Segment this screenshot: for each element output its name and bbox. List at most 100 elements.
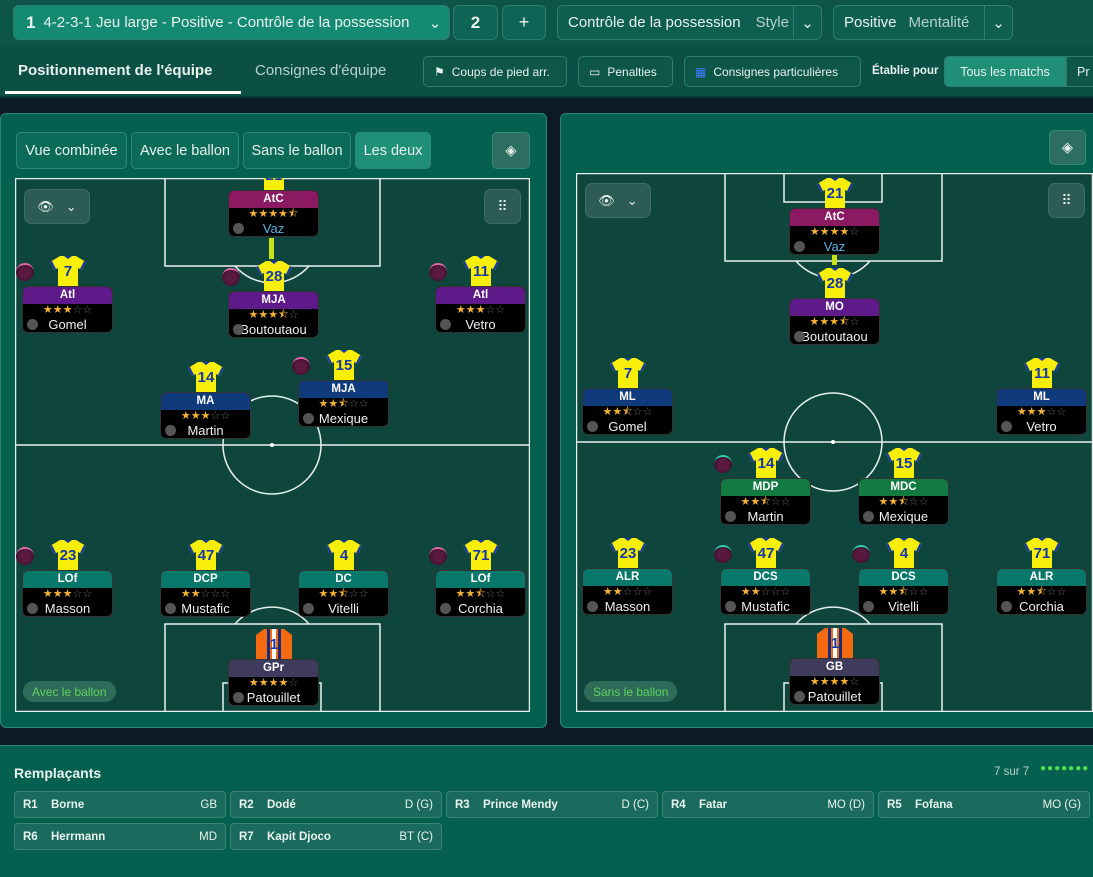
shirt-number: 11 <box>473 263 489 280</box>
player-avatar-icon <box>233 223 244 234</box>
substitute-item[interactable]: R2 Dodé D (G) <box>230 791 442 818</box>
instruction-ball-icon[interactable] <box>16 547 34 565</box>
view-both-button[interactable]: Les deux <box>355 132 431 169</box>
player-mexique[interactable]: 15 MJA ★★⯪☆☆ Mexique <box>292 348 389 427</box>
player-martin[interactable]: 14 MDP ★★⯪☆☆ Martin <box>714 446 811 525</box>
instruction-ball-icon[interactable] <box>16 263 34 281</box>
player-vetro[interactable]: 11 ML ★★★☆☆ Vetro <box>996 356 1087 435</box>
player-card[interactable]: DCS ★★⯪☆☆ Vitelli <box>858 568 949 615</box>
player-patouillet[interactable]: 1 GB ★★★★☆ Patouillet <box>789 626 880 705</box>
player-boutoutaou[interactable]: 28 MO ★★★⯪☆ Boutoutaou <box>789 266 880 345</box>
instruction-ball-icon[interactable] <box>292 357 310 375</box>
player-vaz[interactable]: 21 AtC ★★★★⯪ Vaz <box>228 178 319 237</box>
player-vetro[interactable]: 11 Atl ★★★☆☆ Vetro <box>429 254 526 333</box>
substitute-item[interactable]: R5 Fofana MO (G) <box>878 791 1090 818</box>
all-matches-toggle[interactable]: Tous les matchs <box>944 56 1066 87</box>
player-vitelli[interactable]: 4 DCS ★★⯪☆☆ Vitelli <box>852 536 949 615</box>
penalties-button[interactable]: ▭ Penalties <box>578 56 673 87</box>
player-gomel[interactable]: 7 ML ★★⯪☆☆ Gomel <box>582 356 673 435</box>
next-option-toggle[interactable]: Pr <box>1066 56 1093 87</box>
player-corchia[interactable]: 71 ALR ★★⯪☆☆ Corchia <box>996 536 1087 615</box>
player-card[interactable]: Atl ★★★☆☆ Gomel <box>22 286 113 333</box>
instruction-ball-icon[interactable] <box>714 455 732 473</box>
visibility-dropdown[interactable]: 👁 ⌄ <box>585 183 651 218</box>
player-card[interactable]: ALR ★★☆☆☆ Masson <box>582 568 673 615</box>
role-label: MJA <box>299 381 388 398</box>
player-mexique[interactable]: 15 MDC ★★⯪☆☆ Mexique <box>858 446 949 525</box>
swap-icon[interactable]: ◈ <box>1049 130 1086 165</box>
add-tactic-button[interactable]: + <box>502 5 546 40</box>
instruction-ball-icon[interactable] <box>429 263 447 281</box>
set-pieces-button[interactable]: ⚑ Coups de pied arr. <box>423 56 567 87</box>
shirt-icon: 14 <box>748 446 784 479</box>
substitute-item[interactable]: R4 Fatar MO (D) <box>662 791 874 818</box>
player-card[interactable]: MDP ★★⯪☆☆ Martin <box>720 478 811 525</box>
tactic-select-dropdown[interactable]: 1 4-2-3-1 Jeu large - Positive - Contrôl… <box>13 5 450 40</box>
sub-slot: R5 <box>887 798 902 811</box>
style-dropdown[interactable]: Contrôle de la possession Style ⌄ <box>557 5 822 40</box>
view-out-of-possession-button[interactable]: Sans le ballon <box>243 132 351 169</box>
visibility-dropdown[interactable]: 👁 ⌄ <box>24 189 90 224</box>
player-mustafic[interactable]: 47 DCP ★★☆☆☆ Mustafic <box>160 538 251 617</box>
player-boutoutaou[interactable]: 28 MJA ★★★⯪☆ Boutoutaou <box>222 259 319 338</box>
player-gomel[interactable]: 7 Atl ★★★☆☆ Gomel <box>16 254 113 333</box>
player-masson[interactable]: 23 LOf ★★★☆☆ Masson <box>16 538 113 617</box>
role-label: ML <box>997 389 1086 406</box>
player-card[interactable]: ML ★★★☆☆ Vetro <box>996 388 1087 435</box>
player-card[interactable]: ML ★★⯪☆☆ Gomel <box>582 388 673 435</box>
player-card[interactable]: AtC ★★★★☆ Vaz <box>789 208 880 255</box>
player-card[interactable]: ALR ★★⯪☆☆ Corchia <box>996 568 1087 615</box>
player-card[interactable]: Atl ★★★☆☆ Vetro <box>435 286 526 333</box>
substitute-item[interactable]: R1 Borne GB <box>14 791 226 818</box>
instruction-ball-icon[interactable] <box>714 545 732 563</box>
role-rating-stars: ★★☆☆☆ <box>602 586 653 598</box>
tactic-slot-2-button[interactable]: 2 <box>453 5 498 40</box>
player-martin[interactable]: 14 MA ★★★☆☆ Martin <box>160 360 251 439</box>
role-label: MA <box>161 393 250 410</box>
role-rating-stars: ★★★★⯪ <box>248 208 299 220</box>
role-rating-stars: ★★⯪☆☆ <box>878 496 929 508</box>
individual-instructions-button[interactable]: ▦ Consignes particulières <box>684 56 861 87</box>
shirt-number: 15 <box>335 357 353 374</box>
player-vitelli[interactable]: 4 DC ★★⯪☆☆ Vitelli <box>298 538 389 617</box>
player-corchia[interactable]: 71 LOf ★★⯪☆☆ Corchia <box>429 538 526 617</box>
tab-positioning[interactable]: Positionnement de l'équipe <box>18 62 213 79</box>
mentality-dropdown[interactable]: Positive Mentalité ⌄ <box>833 5 1013 40</box>
substitute-item[interactable]: R7 Kapit Djoco BT (C) <box>230 823 442 850</box>
player-card[interactable]: AtC ★★★★⯪ Vaz <box>228 190 319 237</box>
link-line <box>269 238 274 259</box>
player-card[interactable]: MJA ★★⯪☆☆ Mexique <box>298 380 389 427</box>
tab-team-instructions[interactable]: Consignes d'équipe <box>255 62 387 79</box>
player-card[interactable]: DC ★★⯪☆☆ Vitelli <box>298 570 389 617</box>
player-card[interactable]: LOf ★★⯪☆☆ Corchia <box>435 570 526 617</box>
player-avatar-icon <box>303 413 314 424</box>
player-name: Vetro <box>465 317 496 332</box>
player-card[interactable]: GPr ★★★★☆ Patouillet <box>228 659 319 706</box>
player-card[interactable]: GB ★★★★☆ Patouillet <box>789 658 880 705</box>
player-card[interactable]: MO ★★★⯪☆ Boutoutaou <box>789 298 880 345</box>
player-name: Martin <box>747 509 784 524</box>
player-card[interactable]: MJA ★★★⯪☆ Boutoutaou <box>228 291 319 338</box>
player-vaz[interactable]: 21 AtC ★★★★☆ Vaz <box>789 176 880 255</box>
player-mustafic[interactable]: 47 DCS ★★☆☆☆ Mustafic <box>714 536 811 615</box>
view-combined-button[interactable]: Vue combinée <box>16 132 127 169</box>
player-card[interactable]: DCP ★★☆☆☆ Mustafic <box>160 570 251 617</box>
instruction-ball-icon[interactable] <box>852 545 870 563</box>
player-card[interactable]: DCS ★★☆☆☆ Mustafic <box>720 568 811 615</box>
eye-icon: 👁 <box>37 198 54 214</box>
substitute-item[interactable]: R3 Prince Mendy D (C) <box>446 791 658 818</box>
substitute-item[interactable]: R6 Herrmann MD <box>14 823 226 850</box>
grid-toggle-button[interactable]: ⠿ <box>1048 183 1085 218</box>
player-avatar-icon <box>440 603 451 614</box>
grid-toggle-button[interactable]: ⠿ <box>484 189 521 224</box>
player-card[interactable]: MDC ★★⯪☆☆ Mexique <box>858 478 949 525</box>
instruction-ball-icon[interactable] <box>222 268 240 286</box>
swap-icon[interactable]: ◈ <box>492 132 530 169</box>
view-in-possession-button[interactable]: Avec le ballon <box>131 132 239 169</box>
instruction-ball-icon[interactable] <box>429 547 447 565</box>
player-card[interactable]: MA ★★★☆☆ Martin <box>160 392 251 439</box>
player-masson[interactable]: 23 ALR ★★☆☆☆ Masson <box>582 536 673 615</box>
player-name: Gomel <box>608 419 647 434</box>
player-card[interactable]: LOf ★★★☆☆ Masson <box>22 570 113 617</box>
player-patouillet[interactable]: 1 GPr ★★★★☆ Patouillet <box>228 627 319 706</box>
